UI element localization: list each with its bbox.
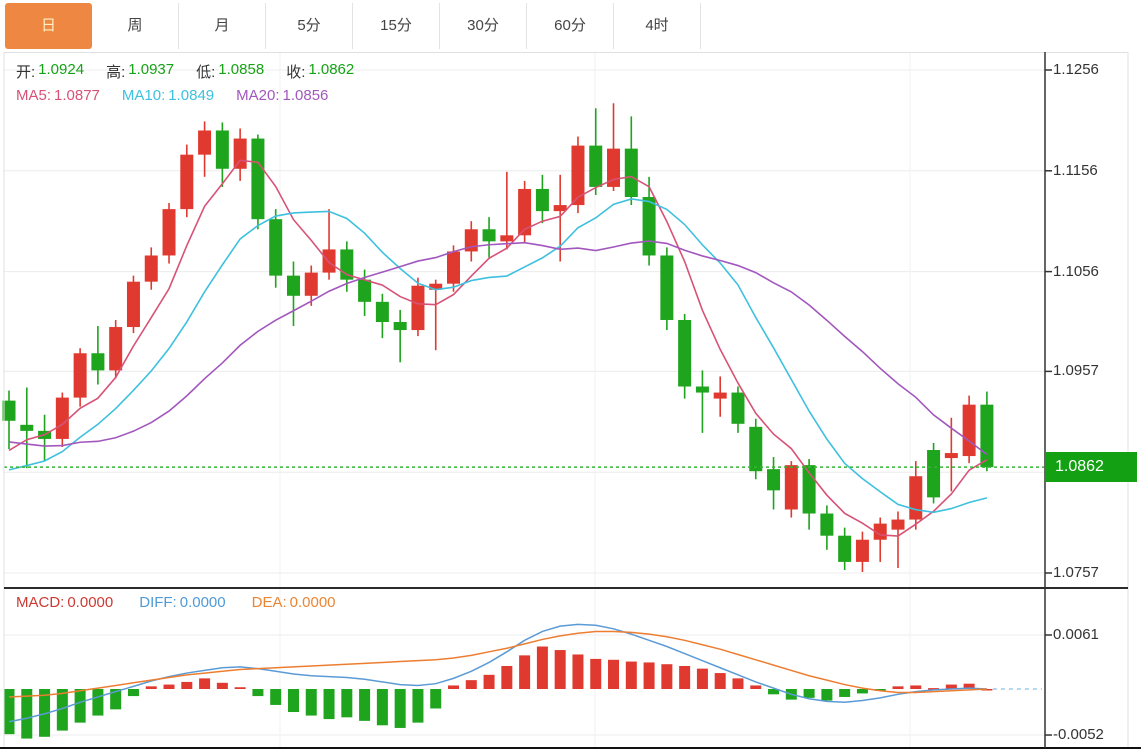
macd-legend: MACD: 0.0000 DIFF: 0.0000 DEA: 0.0000 — [16, 594, 336, 611]
tab-timeframe-2[interactable]: 月 — [179, 3, 266, 49]
legend-item: 收: 1.0862 — [286, 61, 355, 81]
tab-timeframe-1[interactable]: 周 — [92, 3, 179, 49]
tab-timeframe-4[interactable]: 15分 — [353, 3, 440, 49]
legend-item: 低: 1.0858 — [196, 61, 265, 81]
tab-timeframe-3[interactable]: 5分 — [266, 3, 353, 49]
axis-tick-label: 1.1056 — [1053, 262, 1099, 280]
legend-item: DEA: 0.0000 — [251, 594, 336, 611]
legend-item: 高: 1.0937 — [106, 61, 175, 81]
ma-legend: MA5: 1.0877 MA10: 1.0849 MA20: 1.0856 — [16, 87, 328, 104]
timeframe-tabbar: 日周月 5分 15分 30分 60分 4时 — [0, 0, 1141, 52]
legend-item: MACD: 0.0000 — [16, 594, 114, 611]
axis-tick-label: -0.0052 — [1053, 726, 1104, 744]
axis-tick-label: 1.0957 — [1053, 362, 1099, 380]
legend-item: MA10: 1.0849 — [121, 87, 215, 104]
legend-item: 开: 1.0924 — [16, 61, 85, 81]
tab-timeframe-7[interactable]: 4时 — [614, 3, 701, 49]
tab-timeframe-5[interactable]: 30分 — [440, 3, 527, 49]
legend-item: DIFF: 0.0000 — [139, 594, 226, 611]
tab-timeframe-6[interactable]: 60分 — [527, 3, 614, 49]
candlestick-macd-chart[interactable] — [0, 52, 1141, 754]
current-price-badge: 1.0862 — [1046, 452, 1137, 482]
legend-item: MA20: 1.0856 — [236, 87, 329, 104]
axis-tick-label: 0.0061 — [1053, 626, 1099, 643]
axis-tick-label: 1.1156 — [1053, 161, 1098, 179]
ohlc-legend: 开: 1.0924 高: 1.0937 低: 1.0858 收: 1.0862 — [16, 61, 354, 82]
chart-area: 开: 1.0924 高: 1.0937 低: 1.0858 收: 1.0862 MA5: 1.0… — [0, 52, 1141, 754]
legend-item: MA5: 1.0877 — [16, 87, 100, 104]
tab-timeframe-0[interactable]: 日 — [5, 3, 92, 49]
axis-tick-label: 1.0757 — [1053, 563, 1099, 581]
axis-tick-label: 1.1256 — [1053, 61, 1099, 78]
